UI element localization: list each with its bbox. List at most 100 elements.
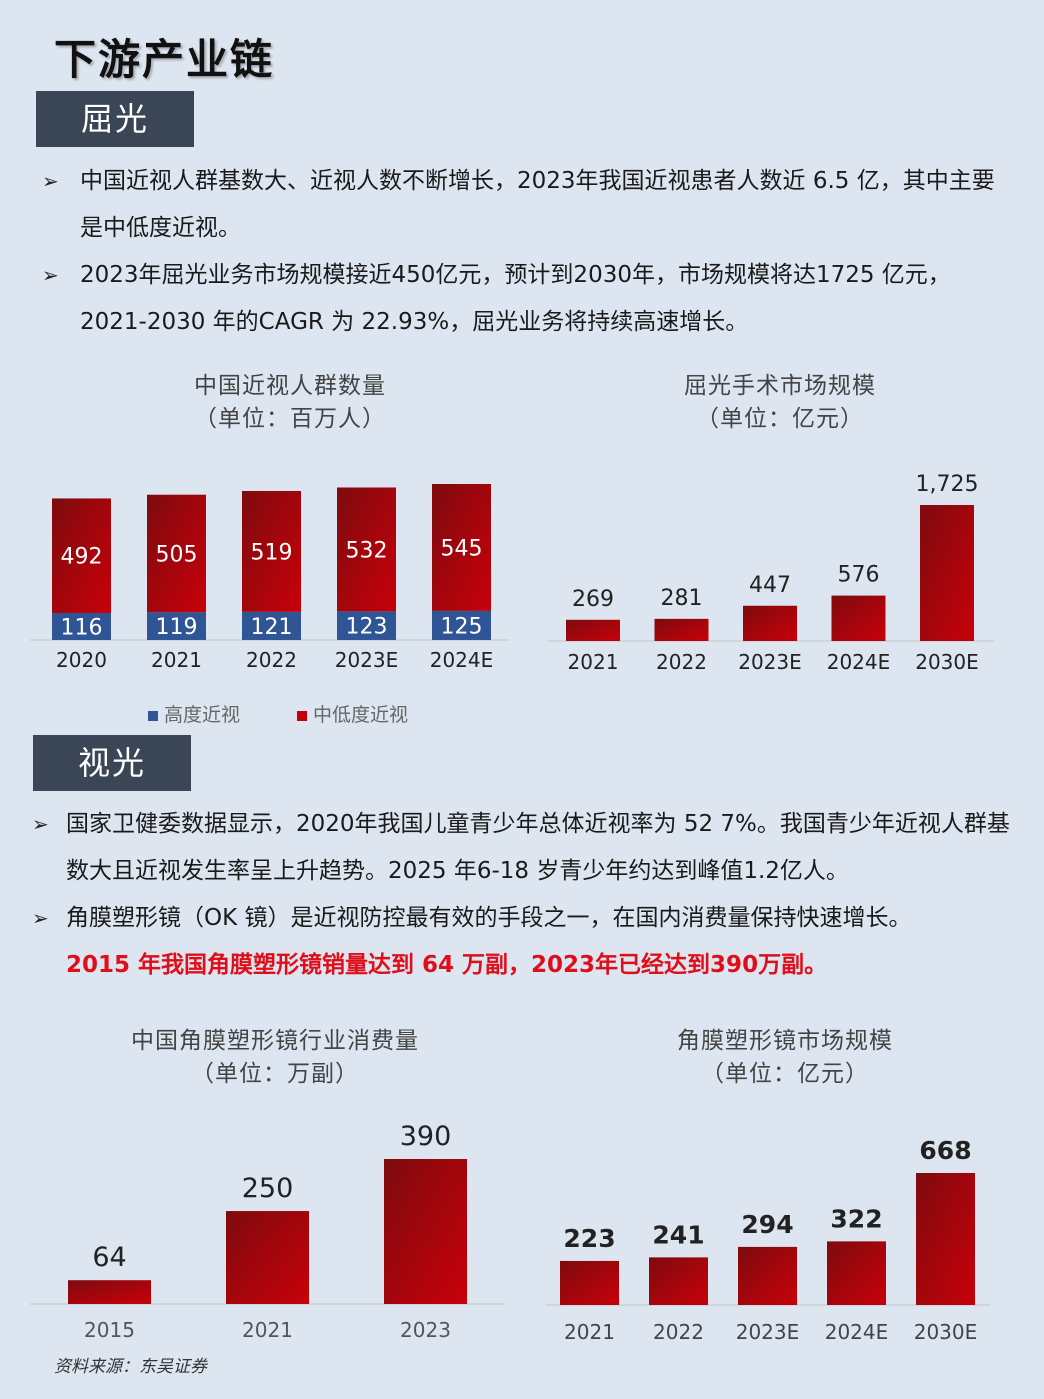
data-label: 281	[661, 586, 703, 611]
x-tick-label: 2021	[151, 648, 202, 672]
bullet-item: ➢ 中国近视人群基数大、近视人数不断增长，2023年我国近视患者人数近 6.5 …	[42, 158, 1017, 252]
arrow-bullet-icon: ➢	[42, 263, 59, 287]
x-tick-label: 2023	[400, 1318, 451, 1342]
bar-low-mid-myopia	[242, 490, 301, 612]
data-label: 125	[441, 614, 483, 639]
bar	[738, 1246, 797, 1305]
chart-title: 角膜塑形镜市场规模	[677, 1028, 893, 1054]
data-label: 64	[92, 1242, 126, 1273]
data-label: 269	[572, 587, 614, 612]
bar	[654, 618, 709, 641]
refraction-bullets: ➢ 中国近视人群基数大、近视人数不断增长，2023年我国近视患者人数近 6.5 …	[42, 158, 1017, 346]
data-label: 123	[346, 615, 388, 640]
x-tick-label: 2022	[656, 650, 707, 674]
bar-high-myopia	[337, 611, 396, 640]
x-tick-label: 2024E	[825, 1320, 889, 1344]
chart-subtitle: （单位：亿元）	[701, 1061, 869, 1087]
bar	[831, 595, 886, 641]
data-label: 121	[251, 615, 293, 640]
myopia-population-chart: 116 492 2020 119 505 2021 121 519 2022 123 532 2023…	[30, 484, 510, 726]
chart-subtitle: （单位：百万人）	[194, 406, 386, 432]
chart-subtitle: （单位：万副）	[191, 1061, 359, 1087]
arrow-bullet-icon: ➢	[32, 906, 49, 930]
bar	[226, 1211, 309, 1304]
page-title: 下游产业链	[54, 35, 275, 84]
chart2-title-block: 屈光手术市场规模 （单位：亿元）	[620, 370, 940, 436]
data-label: 668	[919, 1136, 971, 1165]
legend-label: 中低度近视	[313, 704, 408, 726]
chart3-title-block: 中国角膜塑形镜行业消费量 （单位：万副）	[100, 1025, 450, 1091]
x-tick-label: 2024E	[827, 650, 891, 674]
arrow-bullet-icon: ➢	[42, 169, 59, 193]
bar-low-mid-myopia	[337, 487, 396, 612]
bar-high-myopia	[52, 612, 111, 640]
data-label: 576	[838, 563, 880, 588]
x-tick-label: 2020	[56, 648, 107, 672]
x-tick-label: 2015	[84, 1318, 135, 1342]
x-tick-label: 2023E	[736, 1320, 800, 1344]
data-label: 119	[156, 615, 198, 640]
chart4-title-block: 角膜塑形镜市场规模 （单位：亿元）	[620, 1025, 950, 1091]
bar	[649, 1257, 708, 1305]
bar	[916, 1173, 975, 1305]
bullet-item: ➢ 2023年屈光业务市场规模接近450亿元，预计到2030年，市场规模将达17…	[42, 252, 1017, 346]
x-tick-label: 2023E	[335, 648, 399, 672]
x-tick-label: 2030E	[915, 650, 979, 674]
x-tick-label: 2022	[246, 648, 297, 672]
section-tag-refraction: 屈光	[36, 91, 194, 147]
chart-title: 屈光手术市场规模	[684, 373, 876, 399]
chart1-title-block: 中国近视人群数量 （单位：百万人）	[130, 370, 450, 436]
x-tick-label: 2024E	[430, 648, 494, 672]
bar	[920, 505, 974, 641]
section-tag-optometry: 视光	[33, 735, 191, 791]
bar	[743, 605, 797, 641]
data-label: 241	[652, 1220, 704, 1249]
bullet-item: ➢ 角膜塑形镜（OK 镜）是近视防控最有效的手段之一，在国内消费量保持快速增长。…	[32, 895, 1022, 989]
chart-title: 中国角膜塑形镜行业消费量	[131, 1028, 419, 1054]
data-label: 492	[61, 545, 103, 570]
data-label: 322	[830, 1204, 882, 1233]
bar-high-myopia	[242, 611, 301, 640]
data-label: 250	[242, 1173, 294, 1204]
legend-swatch	[297, 711, 307, 721]
data-label: 294	[741, 1210, 793, 1239]
legend-swatch	[148, 711, 158, 721]
bullet-item: ➢ 国家卫健委数据显示，2020年我国儿童青少年总体近视率为 52 7%。我国青…	[32, 801, 1022, 895]
bullet-text: 角膜塑形镜（OK 镜）是近视防控最有效的手段之一，在国内消费量保持快速增长。	[66, 905, 912, 931]
bullet-text: 中国近视人群基数大、近视人数不断增长，2023年我国近视患者人数近 6.5 亿，…	[80, 168, 995, 241]
data-label: 545	[441, 536, 483, 561]
x-tick-label: 2021	[242, 1318, 293, 1342]
optometry-bullets: ➢ 国家卫健委数据显示，2020年我国儿童青少年总体近视率为 52 7%。我国青…	[32, 801, 1022, 989]
bullet-text: 2023年屈光业务市场规模接近450亿元，预计到2030年，市场规模将达1725…	[80, 262, 951, 335]
chart-title: 中国近视人群数量	[194, 373, 386, 399]
source-note: 资料来源：东吴证券	[54, 1357, 207, 1377]
arrow-bullet-icon: ➢	[32, 812, 49, 836]
x-tick-label: 2022	[653, 1320, 704, 1344]
refractive-surgery-market-chart: 269 2021 281 2022 447 2023E 576 2024E 1,725 2030E	[548, 472, 994, 674]
bullet-text: 国家卫健委数据显示，2020年我国儿童青少年总体近视率为 52 7%。我国青少年…	[66, 811, 1010, 884]
x-tick-label: 2021	[564, 1320, 615, 1344]
bar	[566, 619, 620, 641]
highlight-text: 2015 年我国角膜塑形镜销量达到 64 万副，2023年已经达到390万副。	[66, 952, 828, 978]
bar	[384, 1159, 467, 1304]
x-tick-label: 2021	[568, 650, 619, 674]
legend-label: 高度近视	[164, 704, 240, 726]
bar-low-mid-myopia	[432, 484, 491, 611]
bar	[560, 1260, 619, 1305]
bar-high-myopia	[432, 610, 491, 640]
bar	[827, 1241, 886, 1305]
data-label: 1,725	[916, 472, 979, 497]
data-label: 519	[251, 540, 293, 565]
bar-high-myopia	[147, 612, 206, 640]
data-label: 505	[156, 543, 198, 568]
ok-lens-consumption-chart: 64 2015 250 2021 390 2023	[30, 1121, 505, 1342]
data-label: 532	[346, 538, 388, 563]
x-tick-label: 2023E	[738, 650, 802, 674]
data-label: 223	[563, 1224, 615, 1253]
x-tick-label: 2030E	[914, 1320, 978, 1344]
chart-subtitle: （单位：亿元）	[696, 406, 864, 432]
data-label: 390	[400, 1121, 452, 1152]
bar-low-mid-myopia	[147, 494, 206, 613]
ok-lens-market-chart: 223 2021 241 2022 294 2023E 322 2024E 668 2030E	[546, 1136, 990, 1344]
bar-low-mid-myopia	[52, 498, 111, 613]
